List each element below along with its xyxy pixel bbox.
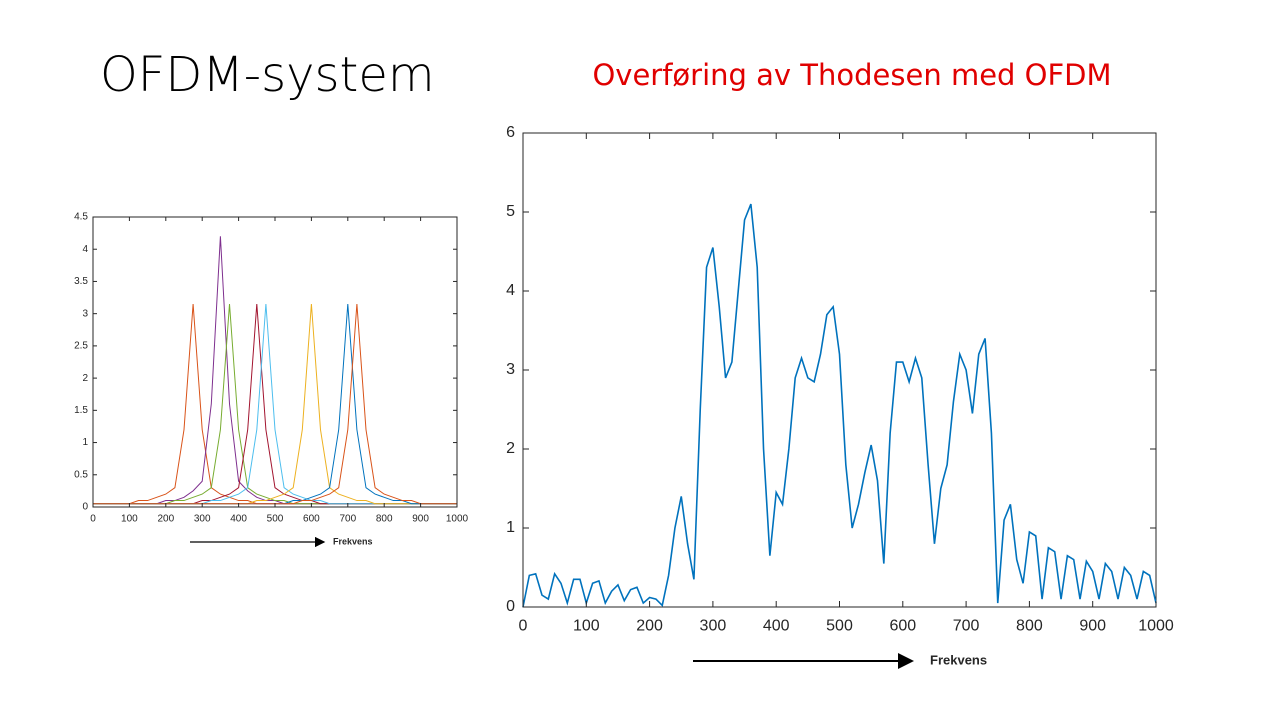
x-tick-label: 100 [573,617,600,634]
x-tick-label: 500 [826,617,853,634]
plot-area [92,216,458,508]
y-tick-label: 1 [82,437,88,448]
y-tick-label: 6 [506,124,515,141]
x-tick-label: 500 [267,514,284,525]
y-tick-label: 4 [506,282,515,299]
y-tick-label: 5 [506,203,515,220]
y-tick-label: 3 [82,308,88,319]
x-tick-label: 300 [700,617,727,634]
data-line [522,203,1157,608]
plot-area [522,132,1157,608]
x-tick-label: 1000 [446,514,469,525]
x-tick-label: 200 [636,617,663,634]
y-tick-label: 1.5 [74,405,88,416]
y-tick-label: 2 [82,373,88,384]
y-tick-label: 3.5 [74,276,88,287]
y-tick-label: 2.5 [74,341,88,352]
annotation: Frekvens [333,536,373,546]
x-tick-label: 0 [90,514,96,525]
x-tick-label: 900 [1079,617,1106,634]
y-tick-label: 3 [506,361,515,378]
y-tick-label: 0 [506,598,515,615]
annotation: Frekvens [930,652,987,667]
x-tick-label: 600 [303,514,320,525]
y-tick-label: 0.5 [74,469,88,480]
x-tick-label: 400 [763,617,790,634]
y-tick-label: 0 [82,502,88,513]
x-tick-label: 700 [339,514,356,525]
x-tick-label: 300 [194,514,211,525]
y-tick-label: 4 [82,244,88,255]
x-tick-label: 1000 [1138,617,1174,634]
x-tick-label: 0 [519,617,528,634]
y-tick-label: 4.5 [74,212,88,223]
x-tick-label: 600 [889,617,916,634]
x-tick-label: 100 [121,514,138,525]
y-tick-label: 1 [506,519,515,536]
x-tick-label: 200 [157,514,174,525]
x-tick-label: 700 [953,617,980,634]
x-tick-label: 400 [230,514,247,525]
slide-title: OFDM-system [100,47,435,103]
y-tick-label: 2 [506,440,515,457]
x-tick-label: 800 [376,514,393,525]
x-tick-label: 800 [1016,617,1043,634]
x-tick-label: 900 [412,514,429,525]
chart-title: Overføring av Thodesen med OFDM [592,58,1111,92]
